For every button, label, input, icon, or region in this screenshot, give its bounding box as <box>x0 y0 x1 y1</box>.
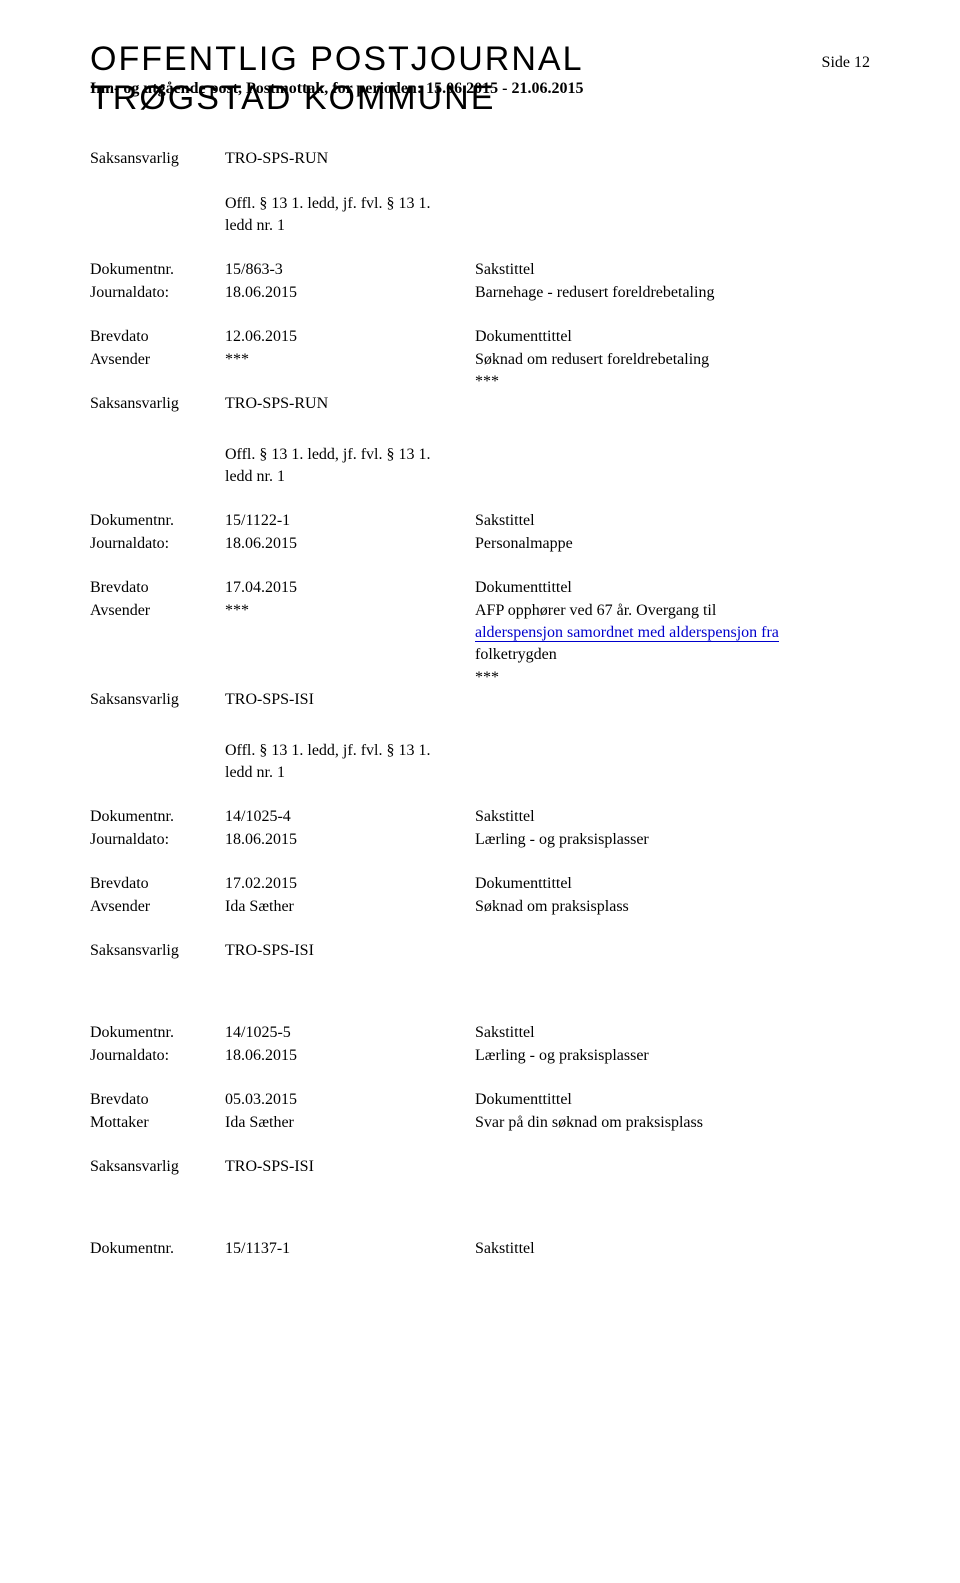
label-sakstittel: Sakstittel <box>475 1238 870 1260</box>
value-dokumenttittel-blue: alderspensjon samordnet med alderspensjo… <box>475 622 870 644</box>
value-dokumentnr: 14/1025-5 <box>225 1022 475 1044</box>
document-subheader: Inn- og utgående post, Postmottak, for p… <box>90 80 870 98</box>
value-brevdato: 12.06.2015 <box>225 326 475 348</box>
value-sakstittel: Lærling - og praksisplasser <box>475 1045 870 1067</box>
value-dokumenttittel-extra: *** <box>475 371 870 393</box>
journal-entry: Dokumentnr. 15/863-3 Sakstittel Journald… <box>90 259 870 415</box>
value-dokumentnr: 15/1137-1 <box>225 1238 475 1260</box>
value-saksansvarlig: TRO-SPS-ISI <box>225 940 475 962</box>
value-sakstittel: Personalmappe <box>475 533 870 555</box>
value-dokumenttittel-line3: folketrygden <box>475 644 870 666</box>
label-saksansvarlig: Saksansvarlig <box>90 1156 225 1178</box>
label-mottaker: Mottaker <box>90 1112 225 1134</box>
label-dokumenttittel: Dokumenttittel <box>475 873 870 895</box>
value-dokumenttittel: Søknad om redusert foreldrebetaling <box>475 349 870 371</box>
label-dokumenttittel: Dokumenttittel <box>475 1089 870 1111</box>
value-mottaker: Ida Sæther <box>225 1112 475 1134</box>
value-dokumenttittel: Søknad om praksisplass <box>475 896 870 918</box>
label-saksansvarlig: Saksansvarlig <box>90 940 225 962</box>
label-journaldato: Journaldato: <box>90 1045 225 1067</box>
label-brevdato: Brevdato <box>90 577 225 599</box>
value-saksansvarlig: TRO-SPS-ISI <box>225 1156 475 1178</box>
value-journaldato: 18.06.2015 <box>225 282 475 304</box>
value-dokumenttittel: Svar på din søknad om praksisplass <box>475 1112 870 1134</box>
label-journaldato: Journaldato: <box>90 829 225 851</box>
value-journaldato: 18.06.2015 <box>225 829 475 851</box>
label-saksansvarlig: Saksansvarlig <box>90 393 225 415</box>
label-sakstittel: Sakstittel <box>475 1022 870 1044</box>
journal-entry: Dokumentnr. 14/1025-4 Sakstittel Journal… <box>90 806 870 962</box>
journal-entry: Dokumentnr. 14/1025-5 Sakstittel Journal… <box>90 1022 870 1178</box>
value-brevdato: 05.03.2015 <box>225 1089 475 1111</box>
value-sakstittel: Barnehage - redusert foreldrebetaling <box>475 282 870 304</box>
label-brevdato: Brevdato <box>90 326 225 348</box>
value-dokumenttittel-extra: *** <box>475 667 870 689</box>
label-avsender: Avsender <box>90 896 225 918</box>
value-avsender: *** <box>225 600 475 622</box>
label-sakstittel: Sakstittel <box>475 259 870 281</box>
value-saksansvarlig: TRO-SPS-RUN <box>225 393 475 415</box>
label-dokumenttittel: Dokumenttittel <box>475 326 870 348</box>
label-journaldato: Journaldato: <box>90 533 225 555</box>
label-sakstittel: Sakstittel <box>475 510 870 532</box>
journal-entry: Dokumentnr. 15/1122-1 Sakstittel Journal… <box>90 510 870 711</box>
offl-block: Offl. § 13 1. ledd, jf. fvl. § 13 1. led… <box>225 740 870 785</box>
label-dokumentnr: Dokumentnr. <box>90 1022 225 1044</box>
label-saksansvarlig: Saksansvarlig <box>90 148 225 170</box>
offl-block: Offl. § 13 1. ledd, jf. fvl. § 13 1. led… <box>225 193 870 238</box>
label-sakstittel: Sakstittel <box>475 806 870 828</box>
label-dokumenttittel: Dokumenttittel <box>475 577 870 599</box>
value-saksansvarlig: TRO-SPS-RUN <box>225 148 475 170</box>
value-journaldato: 18.06.2015 <box>225 1045 475 1067</box>
value-journaldato: 18.06.2015 <box>225 533 475 555</box>
saksansvarlig-row: Saksansvarlig TRO-SPS-RUN <box>90 148 870 170</box>
offl-block: Offl. § 13 1. ledd, jf. fvl. § 13 1. led… <box>225 444 870 489</box>
value-avsender: Ida Sæther <box>225 896 475 918</box>
label-dokumentnr: Dokumentnr. <box>90 259 225 281</box>
value-dokumentnr: 15/1122-1 <box>225 510 475 532</box>
label-avsender: Avsender <box>90 349 225 371</box>
label-journaldato: Journaldato: <box>90 282 225 304</box>
value-sakstittel: Lærling - og praksisplasser <box>475 829 870 851</box>
value-saksansvarlig: TRO-SPS-ISI <box>225 689 475 711</box>
value-brevdato: 17.02.2015 <box>225 873 475 895</box>
value-dokumentnr: 15/863-3 <box>225 259 475 281</box>
label-brevdato: Brevdato <box>90 873 225 895</box>
label-avsender: Avsender <box>90 600 225 622</box>
label-dokumentnr: Dokumentnr. <box>90 510 225 532</box>
value-avsender: *** <box>225 349 475 371</box>
value-brevdato: 17.04.2015 <box>225 577 475 599</box>
label-brevdato: Brevdato <box>90 1089 225 1111</box>
document-main-title: OFFENTLIG POSTJOURNAL TRØGSTAD KOMMUNE <box>90 40 870 118</box>
value-dokumenttittel: AFP opphører ved 67 år. Overgang til <box>475 600 870 622</box>
label-dokumentnr: Dokumentnr. <box>90 806 225 828</box>
journal-entry-partial: Dokumentnr. 15/1137-1 Sakstittel <box>90 1238 870 1260</box>
value-dokumentnr: 14/1025-4 <box>225 806 475 828</box>
label-saksansvarlig: Saksansvarlig <box>90 689 225 711</box>
label-dokumentnr: Dokumentnr. <box>90 1238 225 1260</box>
